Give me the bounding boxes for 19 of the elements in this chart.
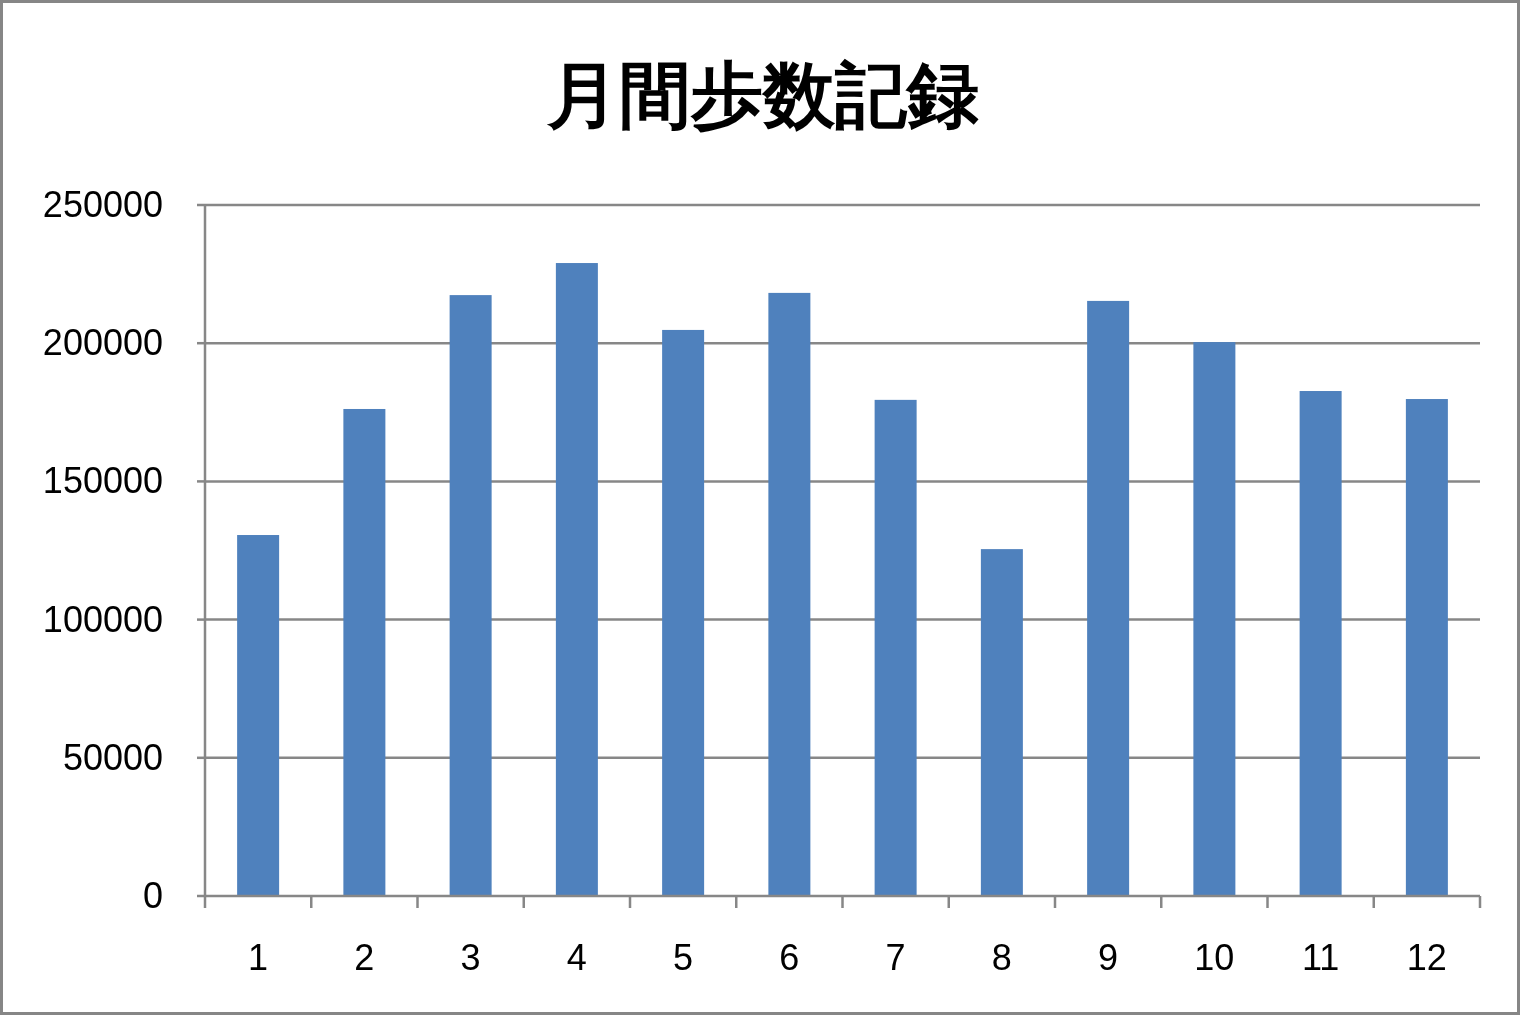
y-tick-label: 250000 bbox=[42, 184, 163, 225]
y-tick-label: 0 bbox=[142, 875, 163, 916]
bar bbox=[555, 263, 598, 896]
bar bbox=[1193, 342, 1236, 896]
bar bbox=[768, 292, 811, 896]
bar bbox=[343, 408, 386, 896]
y-tick-label: 200000 bbox=[42, 322, 163, 364]
bar bbox=[449, 295, 492, 896]
bar bbox=[874, 399, 917, 896]
bar bbox=[980, 549, 1023, 896]
bar bbox=[1087, 300, 1130, 896]
bar bbox=[1299, 391, 1342, 896]
bar bbox=[662, 329, 705, 896]
bar bbox=[237, 535, 280, 896]
y-tick-label: 100000 bbox=[42, 598, 163, 640]
y-tick-label: 150000 bbox=[42, 460, 163, 502]
chart-title: 月間歩数記録 bbox=[545, 55, 979, 135]
bar bbox=[1405, 399, 1448, 896]
y-tick-label: 50000 bbox=[62, 736, 163, 778]
